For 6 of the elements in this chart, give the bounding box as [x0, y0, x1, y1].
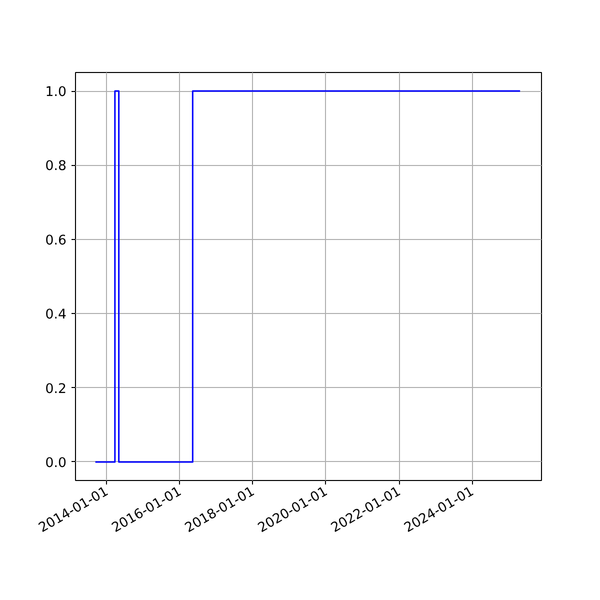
y-tick-label: 0.8 — [45, 159, 67, 174]
y-tick-label: 0.0 — [45, 456, 67, 471]
y-tick-label: 0.6 — [45, 233, 67, 248]
y-tick-label: 0.2 — [45, 382, 67, 397]
y-tick-label: 1.0 — [45, 85, 67, 100]
y-tick-label: 0.4 — [45, 308, 67, 323]
